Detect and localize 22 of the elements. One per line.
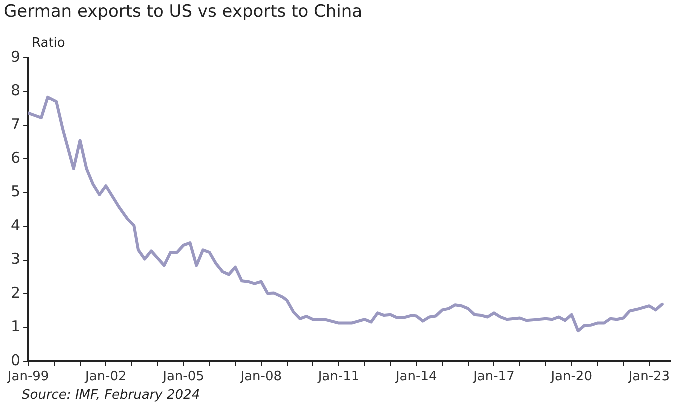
y-axis-title: Ratio [32,36,66,51]
x-tick-label: Jan-05 [162,370,204,385]
x-tick-label: Jan-08 [240,370,282,385]
x-tick-label: Jan-02 [84,370,127,385]
y-tick-label: 4 [10,216,21,234]
y-tick-label: 0 [10,351,21,370]
y-tick-label: 9 [10,48,21,66]
y-tick-label: 3 [10,250,21,268]
y-tick-label: 6 [10,149,21,168]
x-tick-label: Jan-23 [628,370,670,385]
source-note: Source: IMF, February 2024 [22,388,200,403]
x-tick-label: Jan-17 [472,370,515,385]
y-tick-label: 8 [10,82,21,100]
x-tick-label: Jan-99 [6,370,50,385]
x-tick-label: Jan-11 [317,370,360,385]
chart-title: German exports to US vs exports to China [4,2,363,22]
y-tick-label: 7 [10,115,21,134]
x-tick-label: Jan-20 [550,370,592,385]
x-tick-label: Jan-14 [394,370,438,385]
y-tick-label: 2 [10,284,21,302]
y-tick-label: 1 [10,318,21,336]
y-tick-label: 5 [10,182,21,201]
